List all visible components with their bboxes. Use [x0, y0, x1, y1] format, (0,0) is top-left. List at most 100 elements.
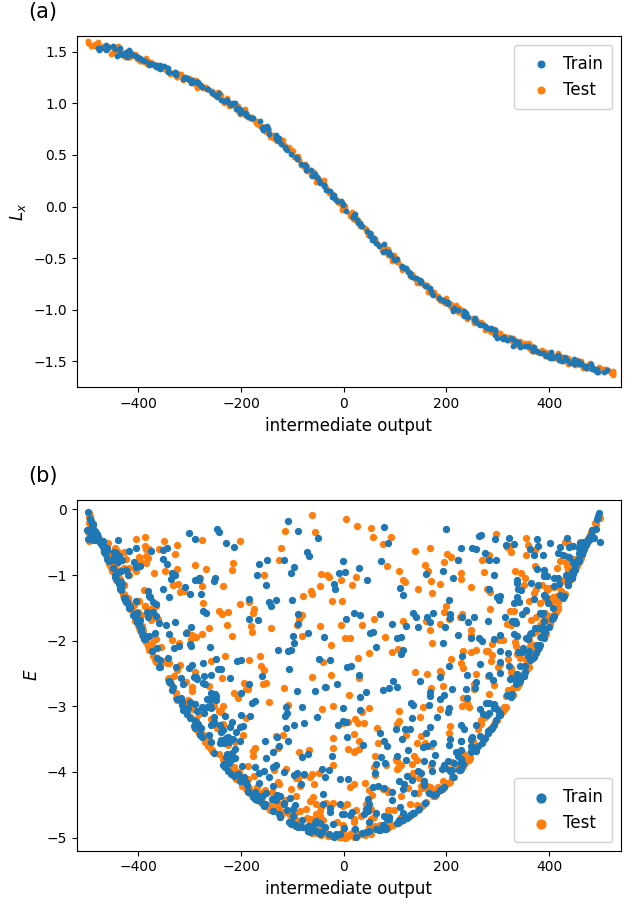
- Test: [218, 92, 228, 107]
- Test: [301, 162, 311, 176]
- Train: [491, 713, 501, 728]
- Train: [416, 766, 426, 780]
- Test: [531, 643, 541, 657]
- Train: [382, 739, 392, 754]
- Test: [508, 330, 518, 345]
- Test: [420, 736, 431, 750]
- Train: [228, 731, 238, 746]
- Test: [540, 605, 550, 620]
- Train: [471, 675, 481, 690]
- Train: [475, 657, 485, 672]
- Train: [249, 790, 259, 805]
- Test: [509, 564, 520, 578]
- Train: [374, 823, 385, 837]
- Test: [129, 605, 140, 619]
- Train: [544, 620, 554, 634]
- Train: [523, 338, 533, 353]
- Train: [93, 530, 104, 545]
- Train: [526, 576, 536, 590]
- Test: [85, 511, 95, 526]
- Train: [122, 595, 132, 610]
- Test: [339, 716, 349, 730]
- Test: [272, 134, 282, 148]
- Test: [444, 761, 454, 776]
- Train: [484, 581, 494, 595]
- Train: [578, 538, 588, 553]
- Train: [537, 620, 547, 634]
- Test: [260, 783, 271, 797]
- Train: [320, 769, 330, 784]
- Train: [331, 827, 341, 842]
- Test: [343, 742, 353, 757]
- Test: [291, 770, 301, 785]
- Train: [332, 194, 342, 208]
- Train: [343, 772, 353, 786]
- Train: [224, 735, 234, 749]
- Test: [445, 719, 456, 733]
- Test: [315, 175, 325, 189]
- Test: [445, 297, 456, 311]
- Train: [562, 352, 572, 367]
- Train: [591, 512, 602, 527]
- Train: [233, 767, 243, 781]
- Test: [315, 619, 325, 634]
- Test: [346, 205, 356, 219]
- Test: [422, 779, 432, 794]
- Train: [586, 357, 596, 371]
- Test: [543, 580, 554, 595]
- Train: [532, 344, 542, 358]
- Test: [453, 759, 463, 774]
- Test: [413, 803, 424, 817]
- Train: [435, 692, 445, 707]
- Test: [309, 165, 319, 179]
- Test: [97, 538, 108, 552]
- Train: [325, 801, 335, 815]
- Train: [383, 681, 394, 695]
- Test: [83, 524, 93, 538]
- Test: [112, 543, 122, 557]
- Test: [433, 291, 444, 305]
- Test: [551, 605, 561, 619]
- Test: [84, 514, 95, 529]
- Train: [274, 131, 284, 146]
- Test: [387, 252, 397, 266]
- Test: [563, 577, 573, 592]
- Test: [264, 694, 274, 709]
- Test: [601, 363, 611, 377]
- Train: [227, 715, 237, 729]
- Train: [253, 766, 264, 780]
- Train: [268, 745, 278, 759]
- Train: [488, 673, 498, 688]
- Test: [524, 660, 534, 674]
- Test: [274, 800, 284, 814]
- Test: [461, 310, 472, 324]
- Test: [113, 564, 123, 578]
- Train: [484, 696, 495, 710]
- Train: [490, 532, 500, 547]
- Test: [229, 766, 239, 780]
- Train: [355, 216, 365, 231]
- Test: [191, 81, 202, 95]
- Train: [456, 743, 467, 757]
- Train: [131, 540, 141, 555]
- Train: [254, 776, 264, 790]
- Test: [552, 560, 563, 575]
- Train: [399, 776, 409, 791]
- Test: [540, 348, 550, 363]
- Test: [136, 608, 146, 623]
- Test: [590, 516, 600, 530]
- Test: [205, 653, 216, 668]
- Test: [530, 543, 540, 557]
- Test: [196, 627, 207, 642]
- Train: [384, 245, 394, 260]
- Test: [421, 614, 431, 628]
- Train: [520, 338, 531, 353]
- Train: [179, 71, 189, 86]
- Test: [607, 365, 618, 379]
- Test: [568, 357, 579, 371]
- Test: [438, 556, 449, 570]
- Train: [87, 519, 97, 534]
- Train: [555, 587, 565, 602]
- Test: [582, 357, 593, 372]
- Test: [527, 338, 537, 353]
